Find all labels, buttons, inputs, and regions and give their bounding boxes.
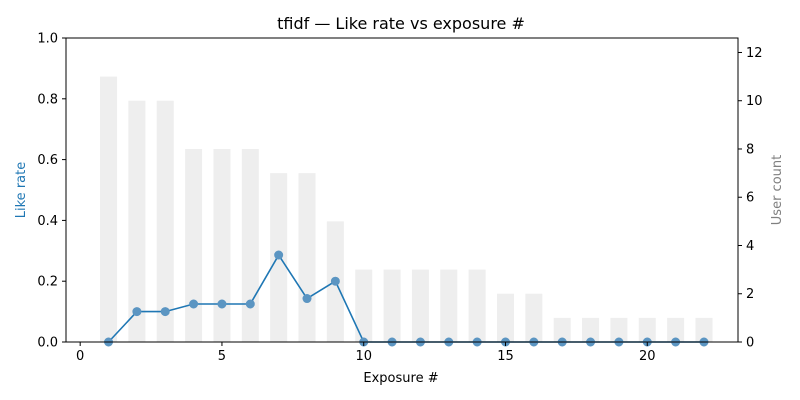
y-left-tick-label: 1.0: [37, 32, 58, 47]
data-point: [217, 299, 227, 309]
chart-title: tfidf — Like rate vs exposure #: [277, 14, 525, 33]
bar: [241, 148, 259, 342]
bar: [610, 317, 628, 342]
bar: [582, 317, 600, 342]
y-right-tick-label: 0: [746, 336, 754, 351]
axes: [62, 37, 742, 346]
y-axis-left-label: Like rate: [14, 162, 29, 218]
data-point: [302, 294, 312, 304]
bar: [468, 269, 486, 342]
y-left-tick-label: 0.6: [37, 153, 58, 168]
bar: [298, 173, 316, 342]
data-point: [160, 307, 170, 317]
tick-labels: 0 5 10 15 20 0.0 0.2 0.4 0.6 0.8 1.0 0 2 4 6 8 10 12: [37, 32, 762, 365]
y-right-tick-label: 8: [746, 142, 754, 157]
bar: [695, 317, 713, 342]
bar: [553, 317, 571, 342]
bar: [156, 100, 174, 342]
x-tick-label: 0: [76, 349, 84, 364]
bar: [185, 148, 203, 342]
y-right-tick-label: 4: [746, 239, 754, 254]
y-right-tick-label: 2: [746, 287, 754, 302]
bar: [440, 269, 458, 342]
plot-frame: [65, 37, 739, 343]
bar: [667, 317, 685, 342]
y-right-tick-label: 12: [746, 46, 763, 61]
bar: [355, 269, 373, 342]
y-left-tick-label: 0.2: [37, 275, 58, 290]
x-axis-label: Exposure #: [363, 371, 438, 386]
x-tick-label: 15: [497, 349, 514, 364]
x-tick-label: 5: [218, 349, 226, 364]
data-point: [132, 307, 142, 317]
bar: [213, 148, 231, 342]
data-point: [245, 299, 255, 309]
y-right-tick-label: 10: [746, 94, 763, 109]
bar: [383, 269, 401, 342]
bar: [525, 293, 543, 342]
bar: [638, 317, 656, 342]
x-tick-label: 10: [355, 349, 372, 364]
y-right-tick-label: 6: [746, 191, 754, 206]
bar: [128, 100, 146, 342]
bar: [496, 293, 514, 342]
x-tick-label: 20: [639, 349, 656, 364]
y-left-tick-label: 0.4: [37, 214, 58, 229]
y-axis-right-label: User count: [770, 155, 785, 225]
bar: [100, 76, 118, 342]
bar: [411, 269, 429, 342]
data-point: [330, 276, 340, 286]
y-left-tick-label: 0.0: [37, 336, 58, 351]
data-point: [274, 250, 284, 260]
y-left-tick-label: 0.8: [37, 92, 58, 107]
data-point: [189, 299, 199, 309]
